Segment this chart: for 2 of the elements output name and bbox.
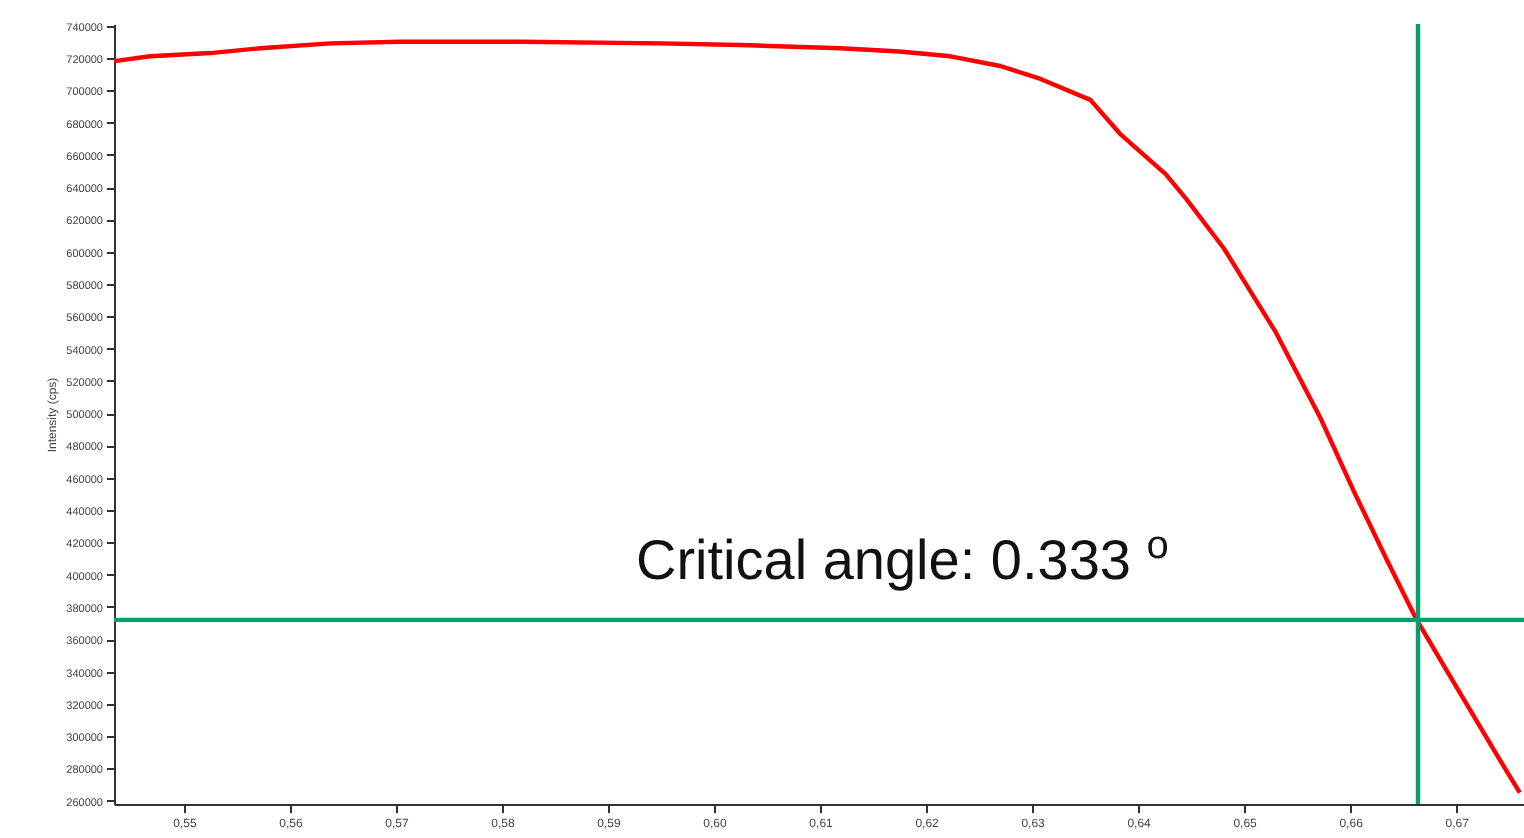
line-series: [114, 39, 1522, 795]
annotation: Critical angle: 0.333 $^{o}$: [636, 524, 1169, 593]
